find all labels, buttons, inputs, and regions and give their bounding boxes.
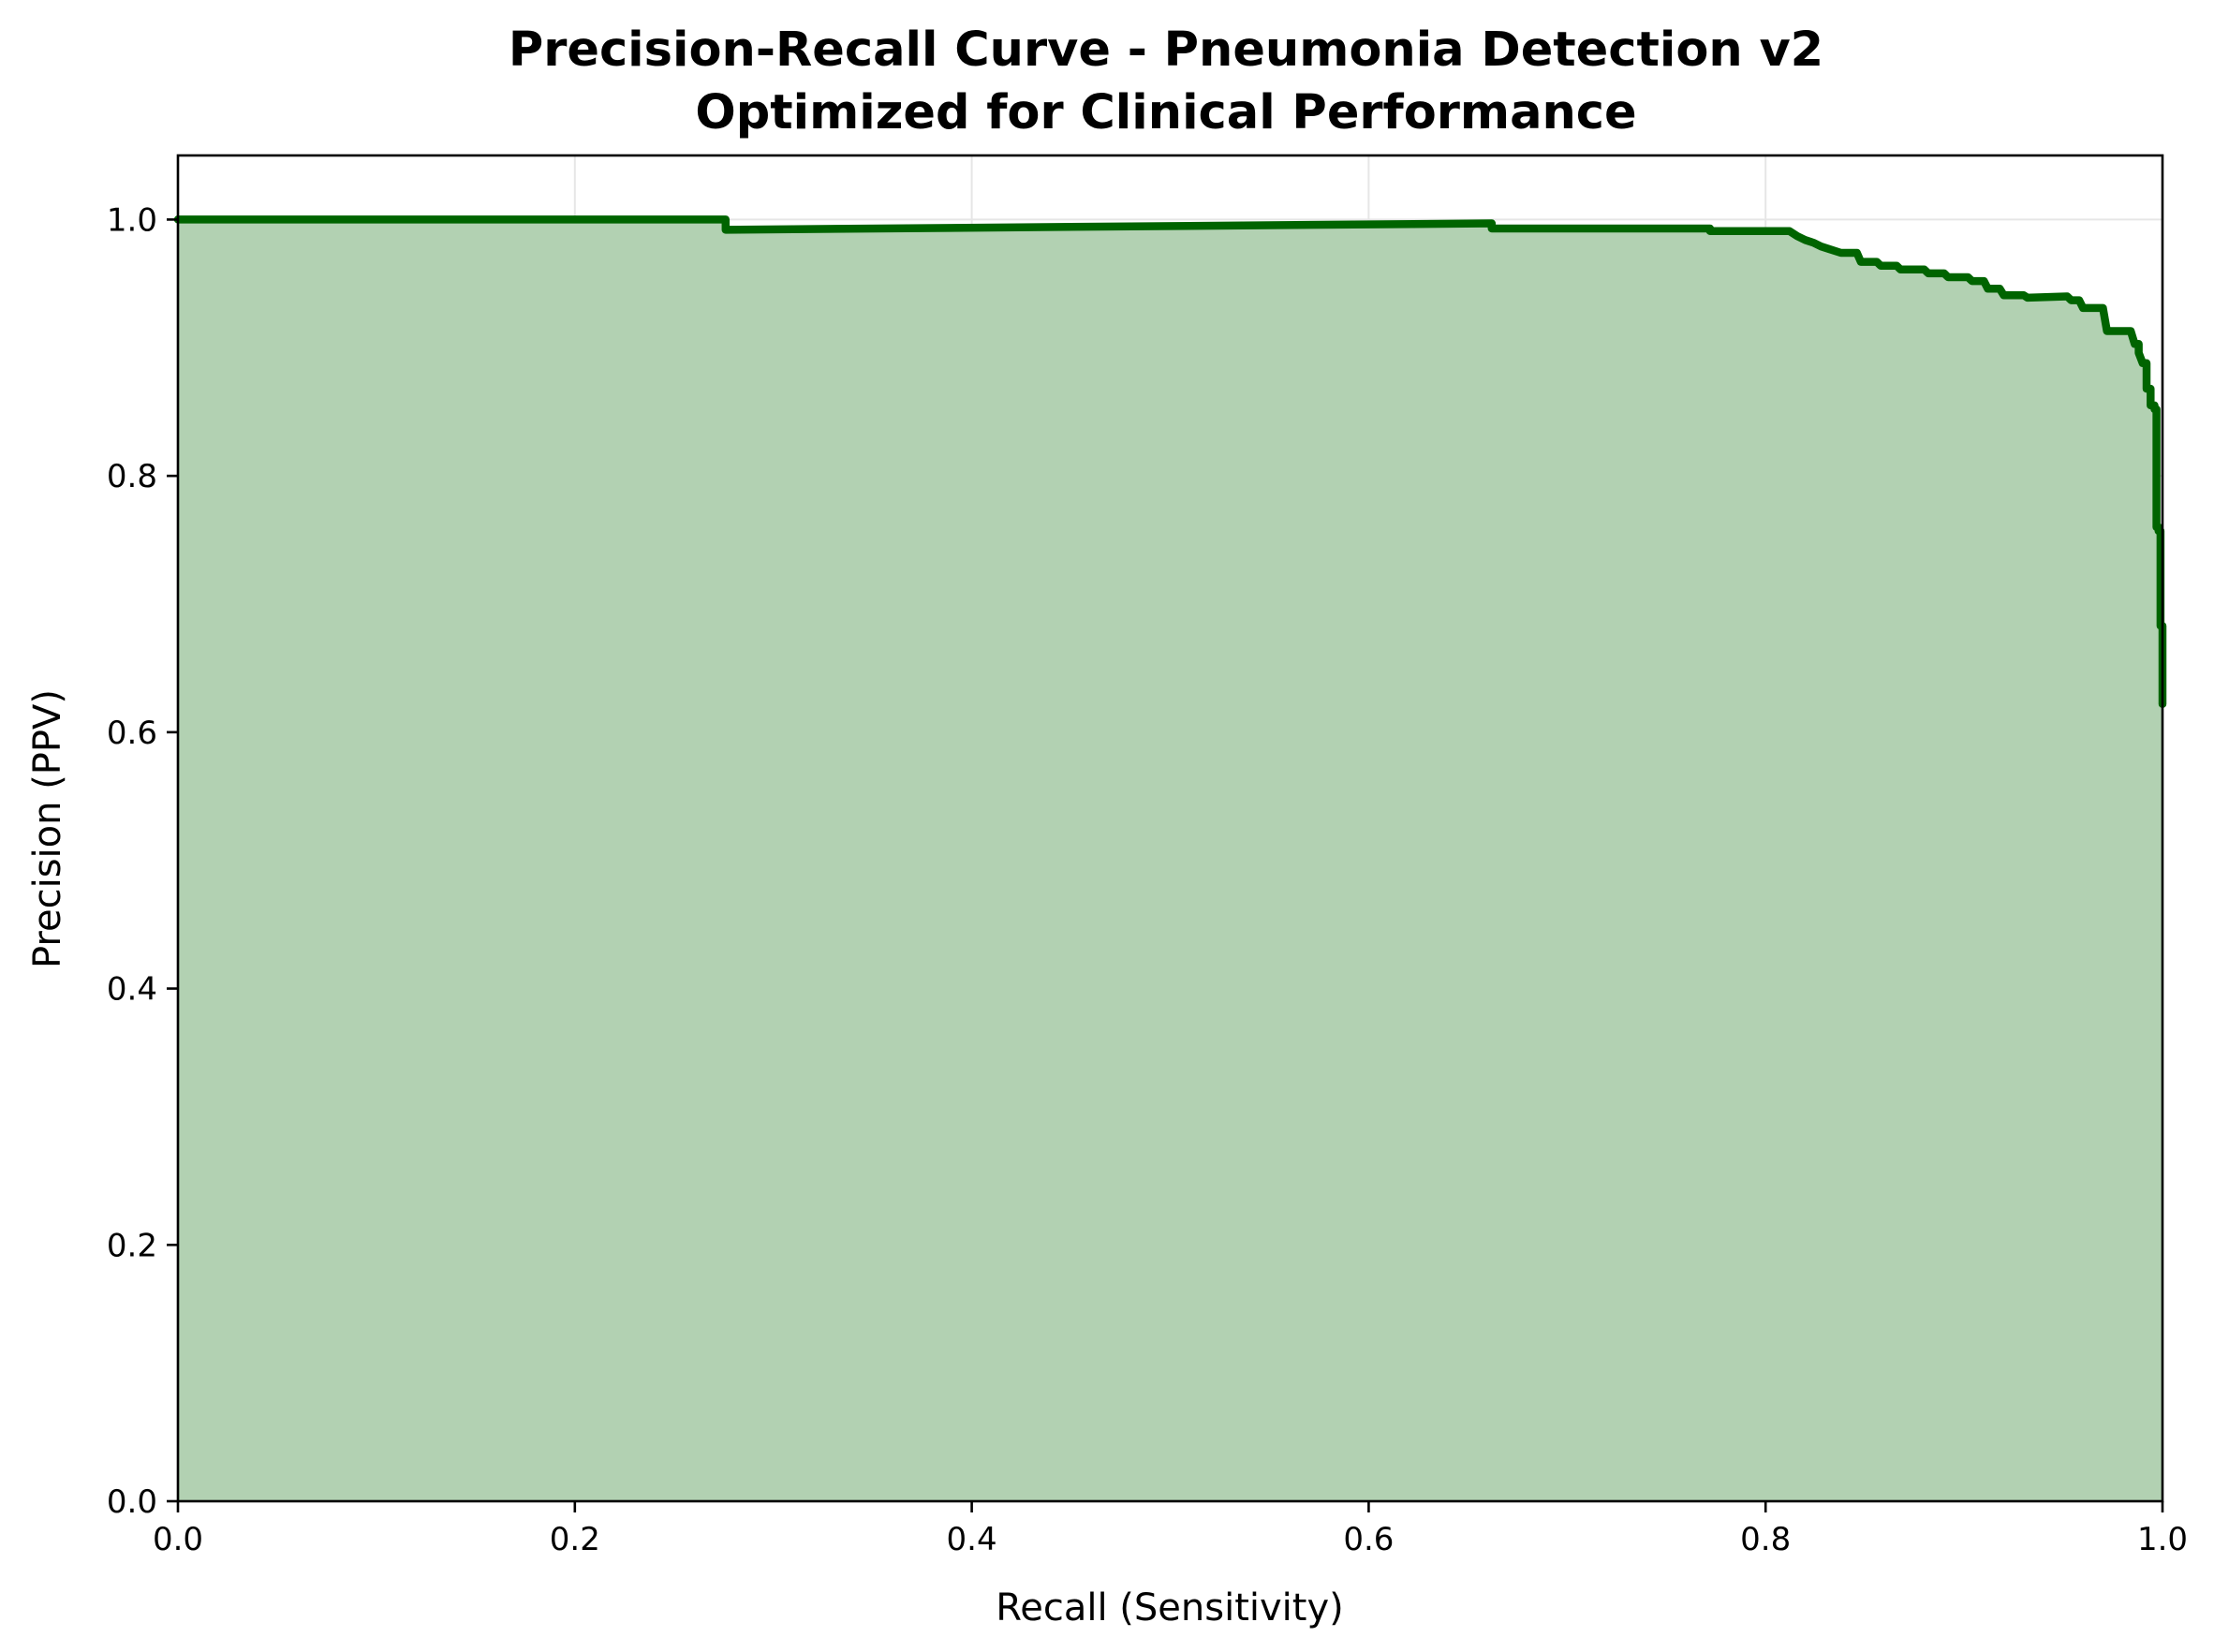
x-tick-label: 0.8: [1740, 1521, 1791, 1558]
y-tick-label: 1.0: [107, 201, 157, 239]
y-axis-label: Precision (PPV): [26, 689, 69, 968]
axes-frame: [176, 154, 2164, 1503]
y-tick-label: 0.8: [107, 458, 157, 495]
chart-subtitle: Optimized for Clinical Performance: [695, 85, 1636, 140]
area-fill: [178, 219, 2162, 1501]
chart-title: Precision-Recall Curve - Pneumonia Detec…: [509, 22, 1823, 78]
y-tick-label: 0.4: [107, 971, 157, 1009]
x-tick-label: 0.0: [153, 1521, 203, 1558]
y-tick-label: 0.6: [107, 715, 157, 752]
x-tick-label: 0.2: [550, 1521, 600, 1558]
plot-area: [173, 215, 2167, 1501]
y-tick-label: 0.2: [107, 1227, 157, 1264]
axis-ticks: 0.0 0.2 0.4 0.6 0.8 1.0 0.0 0.2 0.4 0.6 0.8 1.0: [107, 201, 2188, 1558]
x-tick-label: 0.6: [1343, 1521, 1394, 1558]
x-tick-label: 0.4: [947, 1521, 997, 1558]
pr-curve-line: [173, 215, 2167, 708]
x-tick-label: 1.0: [2137, 1521, 2188, 1558]
x-axis-label: Recall (Sensitivity): [996, 1586, 1344, 1630]
y-tick-label: 0.0: [107, 1483, 157, 1521]
